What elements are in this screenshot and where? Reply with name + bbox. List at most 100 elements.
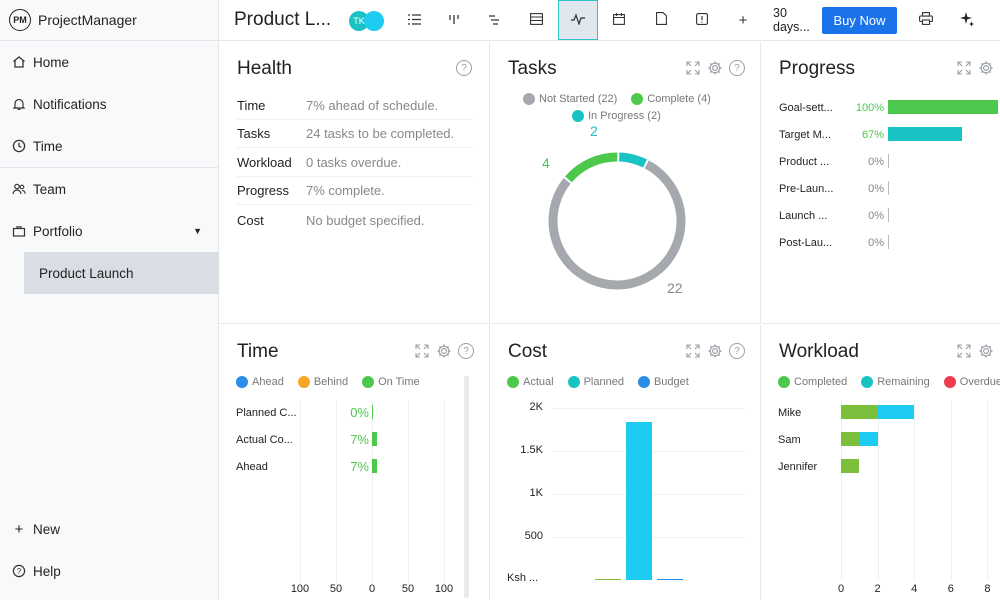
sparkle-icon bbox=[959, 11, 975, 30]
board-view-button[interactable] bbox=[434, 0, 474, 40]
expand-icon[interactable] bbox=[414, 343, 430, 359]
panel-title: Time bbox=[237, 341, 279, 362]
sidebar-item-notifications[interactable]: Notifications bbox=[0, 83, 218, 125]
help-icon[interactable]: ? bbox=[458, 343, 474, 359]
sidebar-item-portfolio[interactable]: Portfolio ▼ bbox=[0, 210, 218, 252]
donut-slice-complete[interactable] bbox=[564, 152, 618, 183]
app-logo[interactable]: PM ProjectManager bbox=[0, 0, 218, 41]
sidebar-item-label: Time bbox=[33, 138, 63, 154]
document-icon bbox=[655, 12, 667, 28]
workload-person-label: Mike bbox=[778, 407, 802, 419]
grid-line bbox=[372, 400, 373, 585]
workload-bar-remaining bbox=[877, 405, 915, 419]
progress-row-label: Goal-sett... bbox=[779, 102, 833, 114]
donut-slice-not-started[interactable] bbox=[548, 160, 686, 290]
cost-bar-budget bbox=[657, 578, 683, 580]
help-icon[interactable]: ? bbox=[456, 60, 472, 76]
alert-icon bbox=[696, 12, 708, 28]
avatar-secondary[interactable] bbox=[364, 11, 384, 31]
workload-person-label: Sam bbox=[778, 434, 801, 446]
time-row-pct: 7% bbox=[350, 459, 369, 474]
expand-icon[interactable] bbox=[956, 343, 972, 359]
gear-icon[interactable] bbox=[707, 60, 723, 76]
page-title: Product L... bbox=[234, 9, 332, 30]
expand-icon[interactable] bbox=[956, 60, 972, 76]
panel-title: Health bbox=[237, 58, 292, 79]
progress-row-label: Post-Lau... bbox=[779, 237, 833, 249]
time-row-pct: 0% bbox=[350, 405, 369, 420]
grid-line bbox=[987, 400, 989, 580]
panel-title: Cost bbox=[508, 341, 548, 362]
sidebar-item-new[interactable]: + New bbox=[0, 508, 219, 550]
gantt-icon bbox=[488, 13, 500, 28]
sidebar-item-home[interactable]: Home bbox=[0, 41, 218, 83]
help-icon[interactable]: ? bbox=[729, 343, 745, 359]
tasks-legend: Not Started (22) Complete (4) bbox=[523, 93, 711, 105]
sidebar-subitem-product-launch[interactable]: Product Launch bbox=[24, 252, 219, 294]
sheet-view-button[interactable] bbox=[516, 0, 556, 40]
topbar: Product L... TK + 30 days... Buy Now bbox=[219, 0, 1000, 41]
risks-button[interactable] bbox=[682, 0, 722, 40]
x-tick-label: 100 bbox=[434, 583, 454, 595]
progress-bar bbox=[888, 235, 889, 249]
grid-line bbox=[914, 400, 916, 580]
scrollbar[interactable] bbox=[464, 376, 469, 598]
x-tick-label: 2 bbox=[874, 583, 881, 595]
progress-bar bbox=[888, 208, 889, 222]
gear-icon[interactable] bbox=[978, 343, 994, 359]
calendar-view-button[interactable] bbox=[599, 0, 639, 40]
x-tick-label: 100 bbox=[290, 583, 310, 595]
donut-label-complete: 4 bbox=[542, 155, 550, 171]
sidebar: PM ProjectManager Home Notifications Tim… bbox=[0, 0, 219, 600]
sidebar-item-team[interactable]: Team bbox=[0, 168, 218, 210]
grid-line bbox=[336, 400, 337, 585]
sidebar-item-help[interactable]: ? Help bbox=[0, 550, 219, 592]
list-view-button[interactable] bbox=[394, 0, 434, 40]
workload-bar-completed bbox=[841, 459, 860, 473]
legend-item: Actual bbox=[507, 376, 554, 388]
board-icon bbox=[449, 13, 459, 28]
sidebar-item-label: New bbox=[33, 521, 61, 537]
y-tick-label: 1.5K bbox=[520, 444, 543, 456]
time-row-label: Actual Co... bbox=[236, 434, 293, 446]
help-icon[interactable]: ? bbox=[729, 60, 745, 76]
gear-icon[interactable] bbox=[436, 343, 452, 359]
grid-line bbox=[408, 400, 409, 585]
donut-slice-in-progress[interactable] bbox=[618, 152, 648, 168]
x-tick-label: 4 bbox=[911, 583, 918, 595]
expand-icon[interactable] bbox=[685, 60, 701, 76]
time-row-pct: 7% bbox=[350, 432, 369, 447]
logo-badge: PM bbox=[9, 9, 31, 31]
print-button[interactable] bbox=[906, 0, 946, 40]
gantt-view-button[interactable] bbox=[474, 0, 514, 40]
time-panel: Time ? Ahead Behind On Time 100 50 0 50 100 P… bbox=[220, 325, 490, 600]
health-panel: Health ? Time 7% ahead of schedule. Task… bbox=[220, 42, 490, 324]
grid-line bbox=[877, 400, 879, 580]
expand-icon[interactable] bbox=[685, 343, 701, 359]
grid-line bbox=[841, 400, 842, 580]
add-view-button[interactable]: + bbox=[738, 11, 748, 29]
grid-line bbox=[300, 400, 301, 585]
workload-bar-completed bbox=[841, 405, 878, 419]
time-bar bbox=[372, 459, 378, 473]
legend-item: In Progress (2) bbox=[572, 110, 661, 122]
sidebar-item-label: Home bbox=[33, 54, 70, 70]
workload-legend: Completed Remaining Overdue bbox=[778, 376, 1000, 388]
gear-icon[interactable] bbox=[978, 60, 994, 76]
grid-line bbox=[444, 400, 445, 585]
legend-item: Complete (4) bbox=[631, 93, 711, 105]
sidebar-item-time[interactable]: Time bbox=[0, 125, 218, 167]
ai-assistant-button[interactable] bbox=[947, 0, 987, 40]
trial-days[interactable]: 30 days... bbox=[773, 6, 810, 34]
panel-title: Workload bbox=[779, 341, 859, 362]
time-legend: Ahead Behind On Time bbox=[236, 376, 420, 388]
gear-icon[interactable] bbox=[707, 343, 723, 359]
progress-row-label: Target M... bbox=[779, 129, 831, 141]
buy-now-button[interactable]: Buy Now bbox=[822, 7, 897, 34]
grid-line bbox=[950, 400, 952, 580]
dashboard-view-button[interactable] bbox=[558, 0, 598, 40]
caret-down-icon[interactable]: ▼ bbox=[193, 226, 202, 236]
legend-item: Budget bbox=[637, 376, 689, 388]
files-button[interactable] bbox=[641, 0, 681, 40]
cost-bar-actual bbox=[595, 578, 621, 580]
